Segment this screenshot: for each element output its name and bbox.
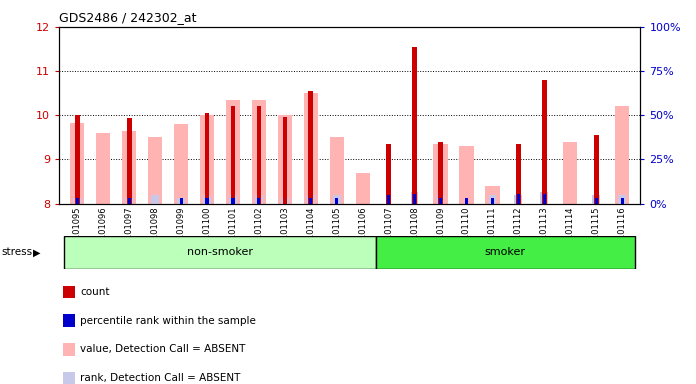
Bar [64, 236, 376, 269]
Text: stress: stress [1, 247, 33, 258]
Bar [303, 93, 318, 204]
Text: non-smoker: non-smoker [187, 247, 253, 258]
Bar [174, 124, 188, 204]
Bar [127, 198, 131, 204]
Text: count: count [80, 287, 109, 297]
Bar [489, 195, 496, 204]
Bar [386, 144, 391, 204]
Text: value, Detection Call = ABSENT: value, Detection Call = ABSENT [80, 344, 246, 354]
Bar [412, 47, 417, 204]
Bar [516, 144, 521, 204]
Bar [125, 198, 133, 204]
Bar [151, 195, 159, 204]
Bar [308, 91, 313, 204]
Bar [333, 195, 340, 204]
Bar [615, 106, 629, 204]
Bar [307, 195, 315, 204]
Bar [335, 198, 338, 204]
Bar [514, 195, 522, 204]
Bar [330, 137, 344, 204]
Bar [594, 135, 599, 204]
Bar [70, 123, 84, 204]
Bar [387, 195, 390, 204]
Bar [491, 198, 494, 204]
Text: smoker: smoker [485, 247, 526, 258]
Bar [563, 142, 578, 204]
Bar [74, 198, 81, 204]
Bar [255, 195, 263, 204]
Bar [517, 194, 520, 204]
Text: ▶: ▶ [33, 247, 41, 258]
Bar [177, 198, 185, 204]
Bar [205, 113, 209, 204]
Bar [281, 198, 289, 204]
Bar [542, 80, 546, 204]
Text: GDS2486 / 242302_at: GDS2486 / 242302_at [59, 12, 197, 25]
Bar [465, 198, 468, 204]
Bar [200, 115, 214, 204]
Bar [436, 195, 445, 204]
Bar [230, 106, 235, 204]
Bar [75, 115, 79, 204]
Bar [252, 100, 266, 204]
Bar [356, 173, 370, 204]
Bar [122, 131, 136, 204]
Bar [540, 192, 548, 204]
Text: rank, Detection Call = ABSENT: rank, Detection Call = ABSENT [80, 373, 240, 383]
Bar [258, 198, 260, 204]
Bar [205, 198, 209, 204]
Bar [278, 115, 292, 204]
Bar [439, 198, 442, 204]
Bar [96, 133, 111, 204]
Bar [257, 106, 261, 204]
Bar [376, 236, 635, 269]
Bar [592, 195, 600, 204]
Bar [413, 194, 416, 204]
Bar [411, 192, 418, 204]
Bar [543, 194, 546, 204]
Bar [127, 118, 132, 204]
Bar [594, 198, 598, 204]
Bar [434, 144, 448, 204]
Bar [229, 195, 237, 204]
Bar [309, 198, 313, 204]
Bar [621, 198, 624, 204]
Bar [485, 186, 500, 204]
Bar [459, 146, 473, 204]
Bar [232, 198, 235, 204]
Bar [226, 100, 240, 204]
Bar [180, 198, 182, 204]
Bar [618, 195, 626, 204]
Bar [148, 137, 162, 204]
Bar [283, 118, 287, 204]
Text: percentile rank within the sample: percentile rank within the sample [80, 316, 256, 326]
Bar [203, 195, 211, 204]
Bar [76, 198, 79, 204]
Bar [438, 142, 443, 204]
